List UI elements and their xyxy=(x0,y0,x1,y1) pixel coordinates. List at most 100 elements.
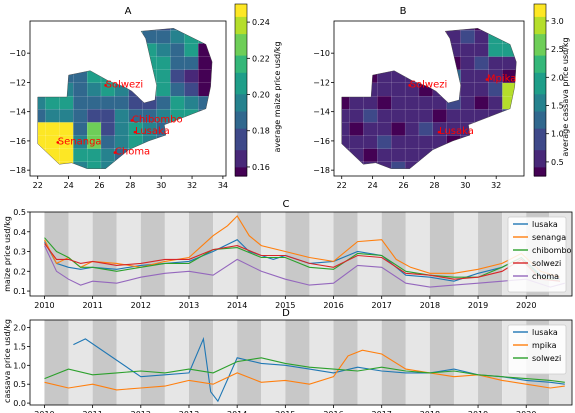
x-tick-label: 2011 xyxy=(82,301,102,310)
panel-b-colorbar-label: average cassava price usd/kg xyxy=(561,37,570,156)
x-tick-label: 28 xyxy=(125,181,135,190)
district-cell xyxy=(460,69,476,83)
x-tick-label: 2018 xyxy=(420,301,440,310)
district-cell xyxy=(73,95,88,110)
colorbar-band xyxy=(235,34,247,39)
y-tick-label: −14 xyxy=(9,108,26,117)
season-shade xyxy=(478,320,503,405)
season-shade xyxy=(164,320,189,405)
colorbar-band xyxy=(534,8,546,14)
district-cell xyxy=(488,95,503,110)
colorbar-tick-label: 0.5 xyxy=(551,158,564,167)
colorbar-tick-label: 0.16 xyxy=(252,163,270,172)
legend: lusaka mpika solwezi xyxy=(507,324,567,375)
season-shade xyxy=(68,320,93,405)
colorbar-band xyxy=(235,47,247,52)
colorbar-band xyxy=(235,107,247,113)
panel-d-title: D xyxy=(282,308,290,319)
colorbar-band xyxy=(534,29,546,35)
x-tick-label: 34 xyxy=(218,181,228,190)
panel-b-title: B xyxy=(400,6,407,17)
colorbar-band xyxy=(534,34,546,39)
city-marker xyxy=(56,141,60,144)
season-shade xyxy=(309,212,334,296)
colorbar-band xyxy=(235,25,247,31)
district-cell xyxy=(156,56,172,70)
city-marker xyxy=(104,84,107,87)
colorbar-band xyxy=(235,98,247,104)
colorbar-band xyxy=(534,47,546,52)
colorbar-tick-label: 0.20 xyxy=(252,91,270,100)
district-cell xyxy=(363,134,378,149)
x-tick-label: 2013 xyxy=(179,301,199,310)
colorbar-band xyxy=(534,25,546,31)
colorbar-band xyxy=(534,154,546,160)
y-tick-label: 0.1 xyxy=(13,287,26,296)
x-tick-label: 2020 xyxy=(516,410,536,413)
district-cell xyxy=(87,82,102,97)
panel-c-title: C xyxy=(283,199,290,210)
y-tick-label: −12 xyxy=(313,78,330,87)
colorbar-band xyxy=(534,94,546,100)
colorbar-tick-label: 2.0 xyxy=(551,73,564,82)
colorbar-band xyxy=(534,51,546,57)
colorbar-band xyxy=(534,163,546,168)
colorbar-tick-label: 2.5 xyxy=(551,45,564,54)
colorbar-band xyxy=(235,158,247,164)
district-cell xyxy=(391,82,406,97)
season-shade xyxy=(92,320,117,405)
district-cell xyxy=(460,95,476,110)
district-cell xyxy=(488,42,503,57)
y-tick-label: 2.0 xyxy=(13,324,26,333)
city-label: Senanga xyxy=(58,136,102,147)
district-cell xyxy=(418,121,434,136)
district-cell xyxy=(114,95,130,110)
district-cell xyxy=(404,148,420,162)
colorbar-band xyxy=(235,72,247,78)
colorbar-band xyxy=(235,64,247,70)
colorbar-band xyxy=(235,85,247,91)
legend: lusaka senanga chibombo solwezi choma xyxy=(507,216,572,293)
season-shade xyxy=(140,320,165,405)
district-cell xyxy=(184,95,199,110)
district-cell xyxy=(73,108,88,123)
x-tick-label: 2019 xyxy=(468,410,488,413)
district-cell xyxy=(377,82,392,97)
city-label: Choma xyxy=(115,147,150,158)
x-tick-label: 2015 xyxy=(275,301,295,310)
district-cell xyxy=(474,56,490,70)
x-tick-label: 30 xyxy=(460,181,470,190)
plot-frame xyxy=(29,319,573,406)
district-cell xyxy=(377,95,392,110)
y-tick-label: −18 xyxy=(313,166,330,175)
colorbar-band xyxy=(534,167,546,173)
district-cell xyxy=(87,148,102,162)
panel-d-plot: 2010 2011 2012 2013 2014 2015 2016 2017 2018 2019… xyxy=(13,319,573,413)
colorbar-band xyxy=(534,98,546,104)
y-tick-label: 0.0 xyxy=(13,399,26,408)
legend-label: chibombo xyxy=(532,246,572,255)
district-cell xyxy=(418,134,434,149)
city-label: Lusaka xyxy=(135,126,170,137)
colorbar-band xyxy=(534,81,546,87)
district-cell xyxy=(100,108,116,123)
x-tick-label: 2010 xyxy=(34,410,54,413)
district-cell xyxy=(502,56,517,70)
legend-label: senanga xyxy=(532,233,566,242)
colorbar-band xyxy=(534,42,546,48)
colorbar-band xyxy=(235,21,247,27)
city-label: Lusaka xyxy=(439,126,474,137)
x-tick-label: 24 xyxy=(368,181,378,190)
y-tick-label: −12 xyxy=(9,78,26,87)
district-cell xyxy=(474,95,490,110)
x-tick-label: 2016 xyxy=(323,410,343,413)
panel-d: D 20102011201220132014201520162017201820… xyxy=(3,308,573,413)
series-line-senanga xyxy=(44,215,561,278)
colorbar-band xyxy=(534,137,546,143)
district-cell xyxy=(391,108,406,123)
district-cell xyxy=(460,29,476,44)
colorbar-band xyxy=(534,16,546,22)
legend-label: mpika xyxy=(532,341,557,350)
